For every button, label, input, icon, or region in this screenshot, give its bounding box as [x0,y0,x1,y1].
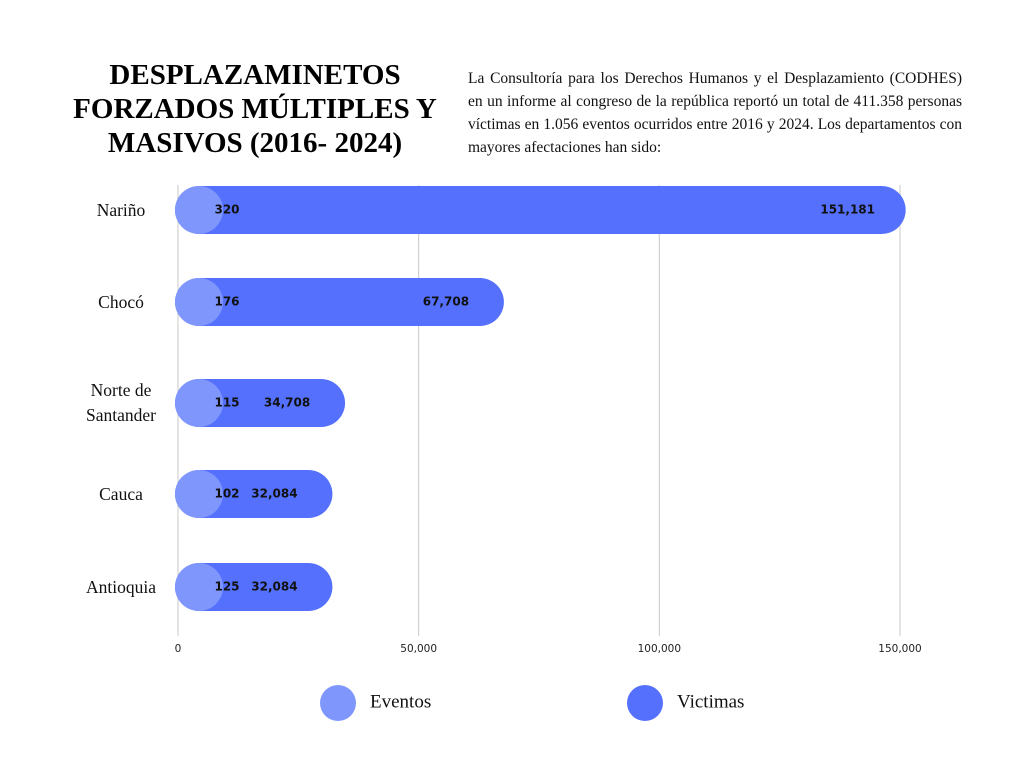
value-label: 34,708 [264,396,310,410]
x-tick-label: 50,000 [400,643,437,655]
legend-marker [320,685,356,721]
category-label: Norte de Santander [86,380,156,425]
bar [175,563,223,611]
bar [175,186,223,234]
value-label: 32,084 [251,580,297,594]
bar [175,278,504,326]
bar [175,470,223,518]
value-label: 67,708 [423,295,469,309]
bar [175,278,223,326]
x-tick-label: 150,000 [878,643,921,655]
legend-label: Eventos [370,691,431,712]
x-tick-label: 0 [175,643,182,655]
value-label: 125 [214,580,239,594]
legend-label: Victimas [677,691,744,712]
category-label: Cauca [99,483,143,504]
category-label: Chocó [98,291,144,312]
x-tick-label: 100,000 [638,643,681,655]
value-label: 176 [214,295,239,309]
value-label: 151,181 [820,203,875,217]
legend-marker [627,685,663,721]
chart-subtitle: La Consultoría para los Derechos Humanos… [468,70,962,156]
category-label: Nariño [96,199,146,220]
bar [175,379,223,427]
value-label: 320 [214,203,239,217]
chart-title: DESPLAZAMINETOS FORZADOS MÚLTIPLES Y MAS… [73,59,437,159]
value-label: 115 [214,396,239,410]
value-label: 102 [214,487,239,501]
category-label: Antioquia [86,576,156,597]
value-label: 32,084 [251,487,297,501]
bar [175,186,906,234]
